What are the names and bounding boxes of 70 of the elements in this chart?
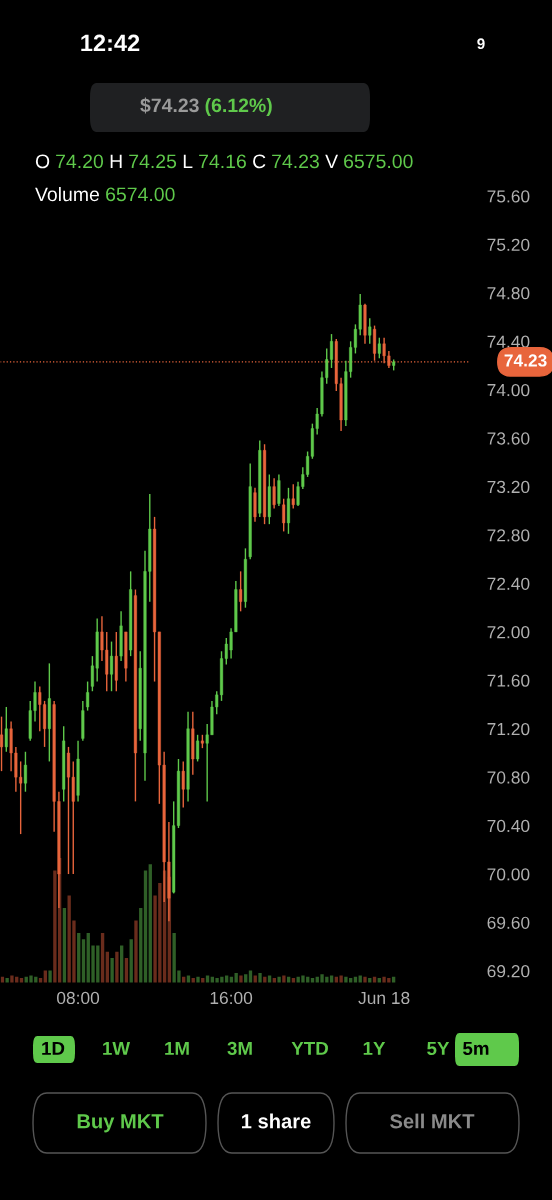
candlestick bbox=[272, 477, 276, 510]
candlestick bbox=[291, 483, 295, 510]
y-tick-label: 72.80 bbox=[487, 529, 530, 542]
bar bbox=[5, 978, 9, 983]
bar bbox=[339, 975, 343, 983]
candlestick bbox=[196, 734, 200, 763]
candlestick bbox=[4, 706, 8, 753]
bar bbox=[234, 973, 238, 983]
text: $74.23 (6.12%) bbox=[140, 97, 272, 117]
y-tick-label: 70.80 bbox=[487, 771, 530, 784]
bar bbox=[115, 951, 119, 983]
text: 1 share bbox=[242, 1113, 311, 1129]
y-tick-label: 70.00 bbox=[487, 868, 530, 881]
text: Buy MKT bbox=[77, 1114, 164, 1133]
candlestick bbox=[23, 751, 27, 793]
bar bbox=[301, 975, 305, 983]
y-tick-label: 70.40 bbox=[487, 819, 530, 833]
text: 12:42 bbox=[81, 34, 140, 52]
bar bbox=[363, 976, 367, 983]
bar bbox=[344, 976, 348, 983]
bar bbox=[48, 970, 52, 983]
x-tick-label: 08:00 bbox=[57, 991, 100, 1005]
bar bbox=[196, 976, 200, 983]
text: 1Y bbox=[363, 1041, 386, 1055]
y-tick-label: 75.60 bbox=[487, 190, 530, 203]
candlestick bbox=[239, 570, 243, 613]
bar bbox=[282, 975, 286, 983]
y-tick-label: 73.60 bbox=[487, 432, 530, 445]
y-tick-label: 71.60 bbox=[487, 674, 530, 687]
candlestick bbox=[0, 715, 4, 772]
candlestick bbox=[110, 640, 114, 692]
candlestick bbox=[86, 680, 90, 712]
candlestick bbox=[282, 498, 286, 533]
text: 3M bbox=[227, 1041, 252, 1056]
candlestick bbox=[368, 317, 372, 345]
bar bbox=[10, 975, 14, 983]
bar bbox=[277, 976, 281, 983]
y-tick-label: 74.40 bbox=[487, 335, 530, 348]
y-tick-label: 72.40 bbox=[487, 577, 530, 590]
bar bbox=[320, 974, 324, 983]
x-tick-label: 16:00 bbox=[210, 991, 253, 1005]
ref-line-label: 74.23 bbox=[504, 354, 547, 367]
x-tick-label: Jun 18 bbox=[358, 991, 410, 1005]
candlestick bbox=[181, 760, 185, 809]
y-tick-label: 74.00 bbox=[487, 383, 530, 397]
y-tick-label: 72.00 bbox=[487, 626, 530, 639]
y-tick-label: 69.60 bbox=[487, 916, 530, 929]
bar bbox=[239, 975, 243, 983]
candlestick bbox=[377, 337, 381, 359]
bar bbox=[258, 973, 262, 983]
y-tick-label: 71.20 bbox=[487, 722, 530, 736]
bar bbox=[53, 870, 57, 983]
y-tick-label: 69.20 bbox=[487, 965, 530, 978]
y-tick-label: 75.20 bbox=[487, 238, 530, 251]
y-tick-label: 74.80 bbox=[487, 287, 530, 300]
text: 1M bbox=[165, 1041, 189, 1055]
text: O 74.20 H 74.25 L 74.16 C 74.23 V 6575.00 bbox=[35, 154, 413, 169]
text: 1D bbox=[42, 1041, 65, 1055]
annotation: Volume 6574.00 bbox=[35, 186, 175, 202]
y-tick-label: 73.20 bbox=[487, 480, 530, 494]
text: Sell MKT bbox=[390, 1113, 475, 1129]
text: 5Y bbox=[427, 1041, 450, 1056]
text: 1W bbox=[103, 1041, 131, 1055]
text: 5m bbox=[463, 1041, 489, 1056]
bar bbox=[110, 958, 114, 983]
candlestick bbox=[277, 473, 281, 507]
text: YTD bbox=[291, 1041, 328, 1055]
bar bbox=[134, 920, 138, 983]
text: 9 bbox=[477, 38, 485, 50]
bar bbox=[29, 975, 33, 983]
